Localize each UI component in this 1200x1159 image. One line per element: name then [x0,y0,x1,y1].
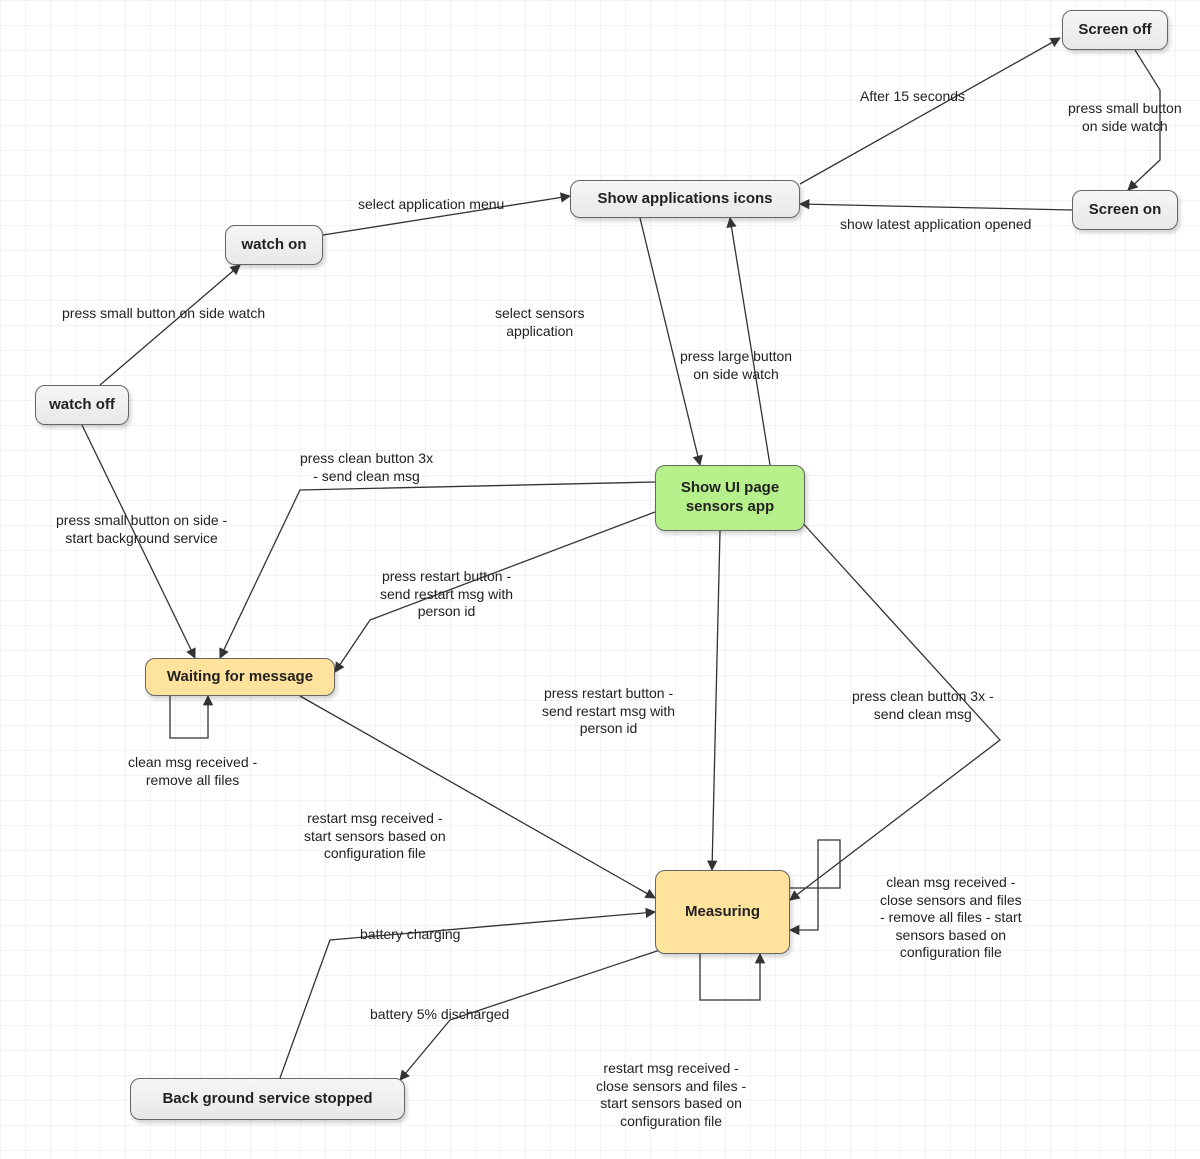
edge-press-small-1 [1128,50,1160,190]
node-measuring: Measuring [655,870,790,954]
edges-layer [0,0,1200,1159]
edge-press-small-3 [82,425,195,658]
edge-batt-disch [400,950,660,1080]
node-watch-off: watch off [35,385,129,425]
edge-press-small-2 [100,265,240,385]
edge-select-sensors [640,218,700,465]
edge-select-menu [323,196,570,235]
node-bg-stopped: Back ground service stopped [130,1078,405,1120]
edge-after15 [800,38,1060,184]
edge-press-restart-r [712,531,720,870]
edge-press-large [730,218,770,465]
edge-clean-wait [170,696,208,738]
edge-press-clean-r [790,520,1000,900]
edge-batt-charge [280,912,655,1078]
node-screen-on: Screen on [1072,190,1178,230]
edge-show-latest [800,204,1072,210]
node-watch-on: watch on [225,225,323,265]
node-waiting: Waiting for message [145,658,335,696]
edge-restart-meas [700,954,760,1000]
node-screen-off: Screen off [1062,10,1168,50]
node-sensors-app: Show UI page sensors app [655,465,805,531]
edge-press-restart-l [335,512,655,672]
edge-press-clean-top [220,482,655,658]
edge-restart-wait [300,696,655,898]
node-show-icons: Show applications icons [570,180,800,218]
edge-clean-meas [790,840,840,930]
